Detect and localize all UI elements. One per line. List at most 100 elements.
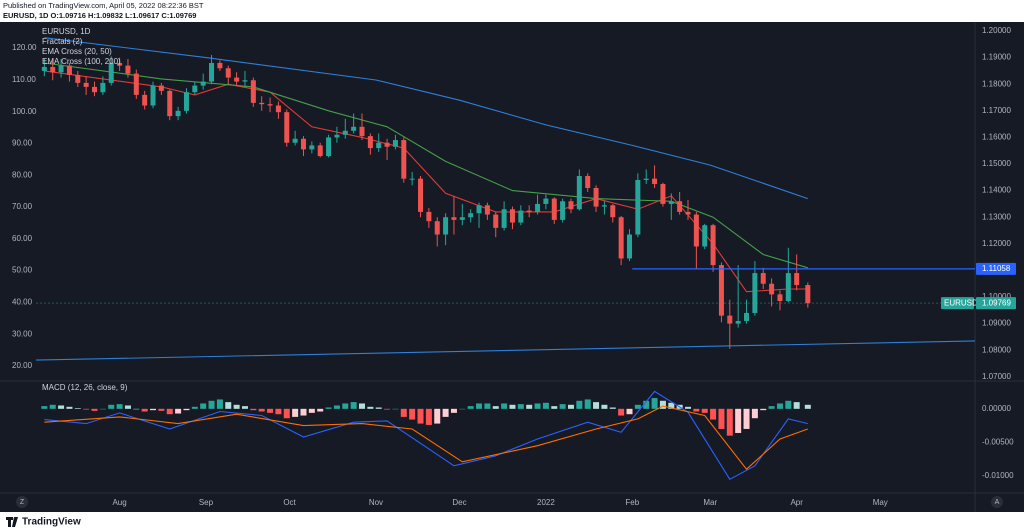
y2-tick-label: 90.00 <box>12 139 33 148</box>
y2-tick-label: 30.00 <box>12 329 33 338</box>
zoom-button-label[interactable]: Z <box>20 499 25 506</box>
zoom-button[interactable] <box>16 496 28 508</box>
candle-body <box>359 126 365 137</box>
candle-body <box>217 62 223 69</box>
y-tick-label: 1.09000 <box>982 319 1011 328</box>
histogram-bar <box>409 408 416 420</box>
histogram-bar <box>718 408 725 429</box>
candle-body <box>660 183 666 204</box>
x-tick-label: 2022 <box>537 498 555 507</box>
candle-body <box>351 126 357 131</box>
candle-body <box>175 110 181 117</box>
histogram-bar <box>267 408 274 413</box>
y-tick-label: 1.17000 <box>982 106 1011 115</box>
candle-body <box>710 225 716 266</box>
histogram-bar <box>743 408 750 429</box>
y-tick-label: 1.18000 <box>982 79 1011 88</box>
y-tick-label: 1.14000 <box>982 186 1011 195</box>
candle-body <box>501 209 507 228</box>
y2-tick-label: 120.00 <box>12 43 37 52</box>
candle-body <box>493 214 499 228</box>
histogram-bar <box>99 408 106 410</box>
histogram-bar <box>476 403 483 409</box>
histogram-bar <box>659 400 666 409</box>
candle-body <box>727 315 733 324</box>
auto-scale-label[interactable]: A <box>995 499 1000 506</box>
histogram-bar <box>300 408 307 416</box>
histogram-bar <box>534 403 541 409</box>
candle-body <box>317 145 323 157</box>
histogram-bar <box>526 404 533 409</box>
histogram-bar <box>551 406 558 409</box>
candle-body <box>484 205 490 215</box>
candle-body <box>83 82 89 87</box>
trend-line <box>36 340 975 361</box>
candle-body <box>108 62 114 83</box>
candle-body <box>677 201 683 212</box>
histogram-bar <box>626 408 633 415</box>
legend-indicator: EMA Cross (100, 200) <box>42 57 121 66</box>
footer-band <box>0 512 1024 531</box>
legend-title: EURUSD, 1D <box>42 27 91 36</box>
histogram-bar <box>442 408 449 417</box>
candle-body <box>92 86 98 93</box>
candle-body <box>384 142 390 147</box>
candle-body <box>292 138 298 143</box>
histogram-bar <box>384 408 391 410</box>
y2-tick-label: 80.00 <box>12 170 33 179</box>
histogram-bar <box>200 403 207 409</box>
histogram-bar <box>701 408 708 413</box>
histogram-bar <box>785 400 792 409</box>
candle-body <box>133 73 139 95</box>
x-tick-label: Sep <box>199 498 214 507</box>
histogram-bar <box>74 408 81 409</box>
y-tick-label: 0.00000 <box>982 404 1011 413</box>
candle-body <box>476 205 482 214</box>
last-price-name: EURUSD <box>944 298 978 307</box>
candle-body <box>777 294 783 302</box>
y-tick-label: 1.10000 <box>982 292 1011 301</box>
y2-tick-label: 110.00 <box>12 75 36 84</box>
candle-body <box>451 217 457 220</box>
histogram-bar <box>58 405 65 409</box>
x-tick-label: Mar <box>703 498 717 507</box>
candle-body <box>601 205 607 207</box>
histogram-bar <box>308 408 315 413</box>
histogram-bar <box>492 406 499 409</box>
histogram-bar <box>400 408 407 417</box>
candle-body <box>158 85 164 91</box>
histogram-bar <box>576 400 583 409</box>
candle-body <box>735 320 741 324</box>
auto-scale-button[interactable] <box>991 496 1003 508</box>
candle-body <box>267 104 273 106</box>
candle-body <box>342 130 348 135</box>
histogram-bar <box>735 408 742 433</box>
histogram-bar <box>618 408 625 416</box>
histogram-bar <box>150 408 157 411</box>
price-tag-label: 1.11058 <box>982 264 1011 273</box>
histogram-bar <box>216 399 223 409</box>
histogram-bar <box>250 408 257 411</box>
y2-tick-label: 40.00 <box>12 298 33 307</box>
histogram-bar <box>685 406 692 409</box>
histogram-bar <box>325 407 332 409</box>
histogram-bar <box>275 408 282 415</box>
histogram-bar <box>342 403 349 409</box>
candle-body <box>805 285 811 304</box>
candle-body <box>610 205 616 218</box>
candle-body <box>718 265 724 316</box>
logo-icon <box>6 517 18 527</box>
y-tick-label: 1.08000 <box>982 345 1011 354</box>
histogram-bar <box>593 402 600 409</box>
candle-body <box>376 142 382 149</box>
histogram-bar <box>609 407 616 409</box>
histogram-bar <box>66 406 73 409</box>
histogram-bar <box>517 404 524 409</box>
histogram-bar <box>241 406 248 409</box>
histogram-bar <box>584 399 591 409</box>
candle-body <box>693 214 699 247</box>
candle-body <box>167 90 173 117</box>
histogram-bar <box>643 400 650 409</box>
histogram-bar <box>375 407 382 409</box>
histogram-bar <box>693 408 700 412</box>
